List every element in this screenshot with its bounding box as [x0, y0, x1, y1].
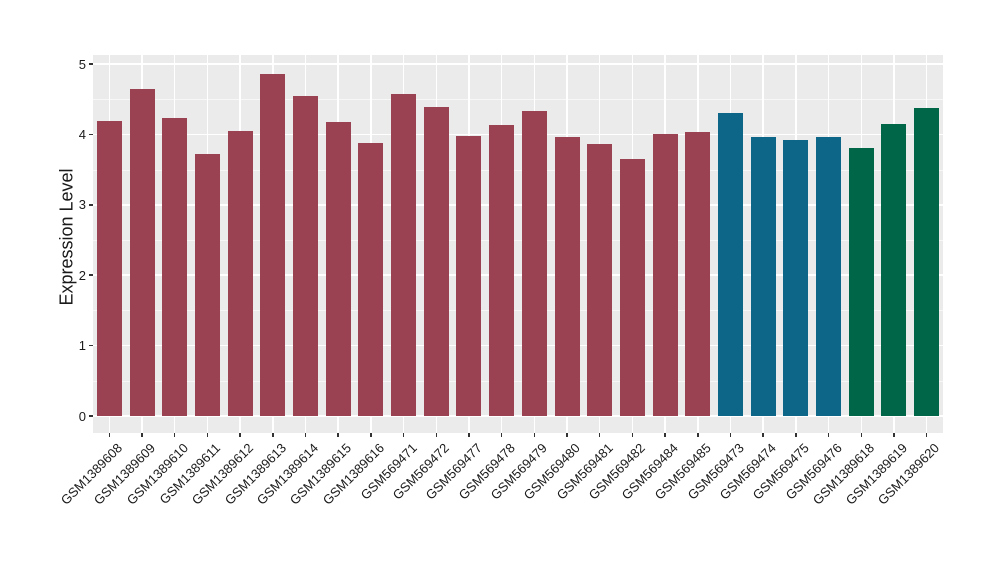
bar-GSM569480 [554, 137, 580, 416]
y-tick-mark [89, 63, 93, 65]
bar-GSM569478 [489, 124, 515, 416]
x-tick-mark [925, 433, 928, 437]
y-tick-label: 3 [78, 197, 86, 213]
gridline-major-horizontal [93, 63, 943, 65]
gridline-major-horizontal [93, 344, 943, 347]
gridline-minor-horizontal [93, 380, 943, 382]
bar-GSM569482 [619, 159, 645, 416]
gridline-major-horizontal [93, 415, 943, 417]
x-tick-mark [598, 433, 601, 437]
gridline-major-horizontal [93, 204, 943, 206]
x-tick-mark [860, 433, 863, 437]
y-tick-mark [89, 344, 93, 347]
bar-GSM569481 [587, 143, 613, 416]
bar-GSM569479 [521, 111, 547, 416]
bar-GSM1389612 [227, 130, 253, 416]
x-tick-mark [402, 433, 405, 437]
bar-GSM569471 [391, 93, 417, 416]
y-tick-mark [89, 274, 93, 276]
x-tick-mark [500, 433, 503, 437]
x-tick-mark [141, 433, 143, 437]
bar-GSM569472 [423, 106, 449, 416]
x-tick-mark [664, 433, 666, 437]
x-tick-mark [631, 433, 634, 437]
y-tick-mark [89, 204, 93, 206]
y-tick-label: 0 [78, 408, 86, 424]
x-tick-mark [173, 433, 176, 437]
gridline-minor-horizontal [93, 240, 943, 241]
x-tick-mark [108, 433, 111, 437]
gridline-minor-horizontal [93, 310, 943, 312]
x-tick-mark [272, 433, 274, 437]
gridline-major-horizontal [93, 274, 943, 276]
y-tick-label: 4 [78, 126, 86, 142]
bar-GSM1389615 [325, 122, 351, 416]
bar-GSM569473 [718, 113, 743, 416]
x-tick-mark [304, 433, 307, 437]
x-tick-mark [697, 433, 699, 437]
x-tick-mark [729, 433, 732, 437]
y-tick-mark [89, 415, 93, 417]
bar-GSM1389616 [358, 142, 384, 416]
gridline-minor-horizontal [93, 169, 943, 171]
bar-GSM1389609 [129, 88, 155, 416]
x-tick-mark [337, 433, 339, 437]
x-tick-mark [239, 433, 241, 437]
bar-GSM569484 [652, 133, 678, 416]
bar-GSM1389611 [194, 154, 220, 416]
bar-GSM1389614 [293, 96, 318, 416]
bar-GSM1389610 [162, 117, 188, 416]
x-tick-mark [206, 433, 209, 437]
y-tick-label: 5 [78, 56, 86, 72]
x-tick-mark [533, 433, 536, 437]
gridline-major-horizontal [93, 133, 943, 136]
bar-GSM569477 [456, 135, 482, 416]
bar-GSM1389613 [260, 73, 286, 416]
y-tick-label: 2 [78, 267, 86, 283]
bar-GSM1389620 [914, 108, 940, 416]
bar-GSM1389608 [96, 121, 122, 416]
y-tick-label: 1 [78, 338, 86, 354]
bar-GSM569485 [685, 132, 711, 416]
bar-GSM569474 [750, 137, 776, 416]
x-tick-mark [762, 433, 764, 437]
x-tick-mark [566, 433, 568, 437]
y-axis-title: Expression Level [56, 168, 77, 306]
x-tick-mark [468, 433, 470, 437]
x-tick-mark [893, 433, 895, 437]
gridline-minor-horizontal [93, 99, 943, 101]
y-tick-mark [89, 133, 93, 136]
bar-GSM1389618 [848, 148, 874, 416]
x-tick-mark [795, 433, 797, 437]
x-tick-mark [370, 433, 372, 437]
plot-panel [93, 55, 943, 433]
bar-GSM569475 [783, 140, 809, 416]
x-tick-mark [827, 433, 830, 437]
bar-GSM1389619 [881, 123, 907, 416]
bar-GSM569476 [816, 137, 842, 416]
x-tick-mark [435, 433, 438, 437]
